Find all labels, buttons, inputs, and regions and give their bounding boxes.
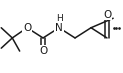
Text: O: O (103, 10, 111, 20)
Text: N: N (55, 23, 63, 33)
Text: H: H (56, 14, 62, 23)
Text: O: O (39, 46, 47, 56)
Text: O: O (23, 23, 31, 33)
